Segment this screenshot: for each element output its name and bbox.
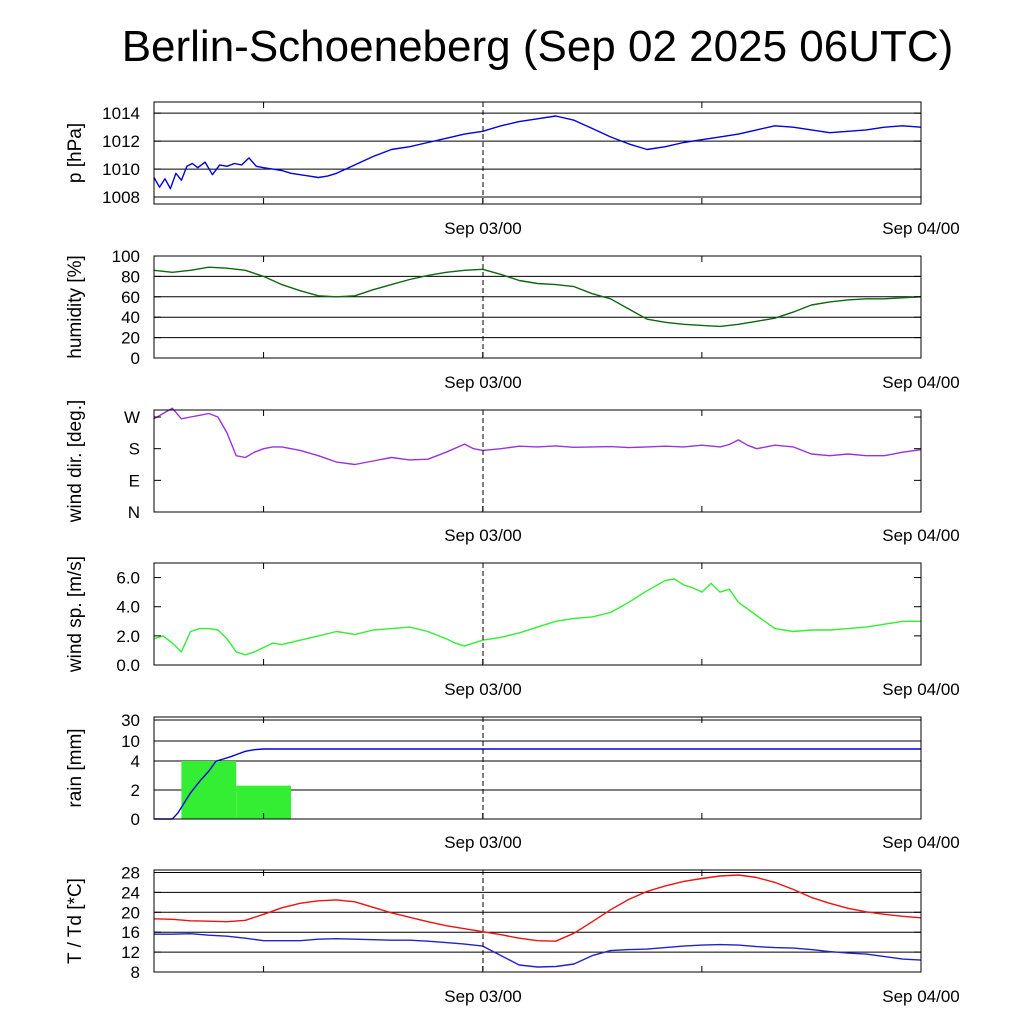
y-tick-label: 1010: [102, 160, 140, 179]
plot-frame: [153, 562, 922, 666]
plot-frame: [153, 101, 922, 205]
y-tick-label: 20: [121, 903, 140, 922]
rain-bar: [181, 761, 237, 819]
plot-frame: [153, 869, 922, 973]
y-tick-label: S: [129, 440, 140, 459]
plot-frame: [153, 409, 922, 513]
y-axis-label: p [hPa]: [65, 123, 86, 183]
wind_speed-series-line: [153, 578, 921, 656]
panel-rain: 0 2 410 30 Sep 03/00 Sep 04/00 rain [mm]: [65, 711, 960, 852]
x-tick-label: Sep 04/00: [882, 373, 960, 392]
y-axis-label: humidity [%]: [65, 255, 86, 358]
y-axis-label: wind dir. [deg.]: [65, 400, 86, 524]
humidity-series-line: [153, 266, 922, 328]
x-tick-label: Sep 03/00: [444, 987, 522, 1006]
panel-wind_speed: 0.0 2.0 4.0 6.0 Sep 03/00 Sep 04/00 wind sp. […: [65, 556, 960, 699]
x-tick-label: Sep 03/00: [444, 219, 522, 238]
y-tick-label: 28: [121, 863, 140, 882]
y-tick-label: 0: [131, 349, 140, 368]
y-tick-label: 60: [121, 288, 140, 307]
y-tick-label: 4: [131, 752, 140, 771]
y-tick-label: 1012: [102, 132, 140, 151]
y-tick-label: 80: [121, 267, 140, 286]
y-tick-label: 1014: [102, 104, 140, 123]
y-tick-label: 8: [131, 963, 140, 982]
y-tick-label: 2.0: [116, 627, 140, 646]
y-tick-label: 20: [121, 329, 140, 348]
y-tick-label: E: [129, 471, 140, 490]
y-tick-label: 0: [131, 810, 140, 829]
x-tick-label: Sep 03/00: [444, 833, 522, 852]
y-tick-label: 6.0: [116, 569, 140, 588]
x-tick-label: Sep 04/00: [882, 833, 960, 852]
plot-frame: [153, 716, 922, 820]
rain-series-line: [154, 748, 921, 820]
y-tick-label: W: [124, 408, 140, 427]
x-tick-label: Sep 04/00: [882, 219, 960, 238]
x-tick-label: Sep 04/00: [882, 526, 960, 545]
y-tick-label: 10: [121, 732, 140, 751]
y-tick-label: 0.0: [116, 656, 140, 675]
x-tick-label: Sep 03/00: [444, 526, 522, 545]
x-tick-label: Sep 04/00: [882, 680, 960, 699]
y-tick-label: 24: [121, 883, 140, 902]
y-tick-label: 12: [121, 943, 140, 962]
y-axis-label: rain [mm]: [65, 728, 86, 807]
y-tick-label: 16: [121, 923, 140, 942]
plot-frame: [153, 255, 922, 359]
y-tick-label: 2: [131, 781, 140, 800]
pressure-series-line: [153, 115, 922, 190]
y-tick-label: N: [128, 503, 140, 522]
x-tick-label: Sep 03/00: [444, 680, 522, 699]
y-axis-label: T / Td [*C]: [65, 878, 86, 964]
y-tick-label: 100: [112, 247, 140, 266]
y-axis-label: wind sp. [m/s]: [65, 556, 86, 673]
temperature-series-line: [153, 874, 922, 942]
y-tick-label: 40: [121, 308, 140, 327]
y-tick-label: 1008: [102, 188, 140, 207]
x-tick-label: Sep 03/00: [444, 373, 522, 392]
wind_direction-series-line: [153, 407, 922, 466]
chart-title: Berlin-Schoeneberg (Sep 02 2025 06UTC): [121, 22, 954, 71]
y-tick-label: 4.0: [116, 598, 140, 617]
y-tick-label: 30: [121, 711, 140, 730]
temperature-series-line: [154, 933, 922, 968]
x-tick-label: Sep 04/00: [882, 987, 960, 1006]
panel-pressure: 1008 1010 1012 1014 Sep 03/00 Sep 04/00 p [hPa…: [65, 101, 960, 238]
